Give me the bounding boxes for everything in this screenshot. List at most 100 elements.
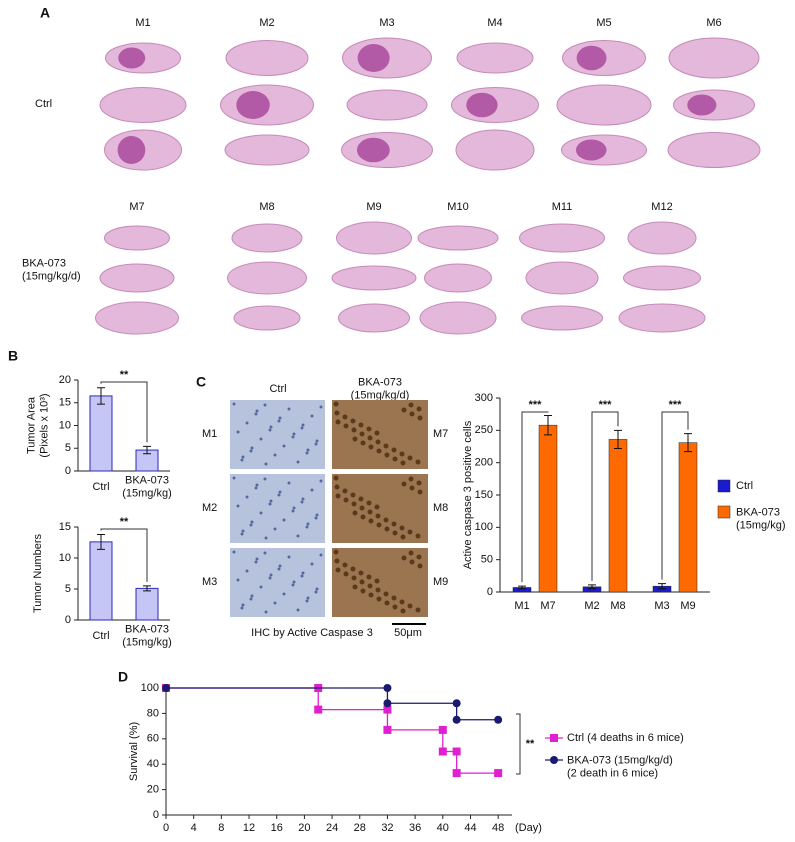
- mouse-label: M3: [379, 17, 394, 29]
- tumor: [687, 94, 717, 116]
- x-tick-label: M2: [584, 600, 599, 612]
- panel-label: B: [8, 348, 18, 364]
- significance: **: [120, 369, 129, 381]
- cell: [352, 584, 358, 590]
- cell: [315, 587, 319, 591]
- marker: [452, 715, 461, 724]
- cell: [359, 579, 365, 585]
- y-tick-label: 60: [147, 733, 159, 745]
- y-tick-label: 20: [59, 374, 71, 386]
- x-tick-label: 16: [271, 822, 283, 834]
- cell: [360, 588, 366, 594]
- x-tick-label: 12: [243, 822, 255, 834]
- significance-bracket: [661, 411, 689, 580]
- cell: [249, 449, 253, 453]
- tissue: [104, 225, 170, 251]
- x-tick-label: 24: [326, 822, 338, 834]
- x-tick-label: 8: [218, 822, 224, 834]
- cell: [415, 533, 421, 539]
- cell: [343, 423, 349, 429]
- cell: [241, 455, 245, 459]
- cell: [334, 410, 340, 416]
- cell: [342, 414, 348, 420]
- cell: [315, 513, 319, 517]
- cell: [335, 493, 341, 499]
- marker: [383, 725, 392, 734]
- cell: [391, 447, 397, 453]
- marker: [162, 684, 170, 692]
- error-bar: [614, 429, 622, 449]
- cell: [374, 430, 380, 436]
- cell: [269, 499, 273, 503]
- cell: [415, 459, 421, 465]
- cell: [301, 497, 305, 501]
- tissue: [338, 303, 410, 333]
- x-tick-label: BKA-073 (15mg/kg): [122, 475, 172, 500]
- panel-label: C: [196, 374, 206, 390]
- group-label: BKA-073 (15mg/kg/d): [22, 258, 81, 283]
- cell: [292, 506, 296, 510]
- cell: [407, 529, 413, 535]
- legend-swatch: [717, 479, 731, 493]
- cell: [384, 526, 390, 532]
- cell: [250, 594, 254, 598]
- cell: [236, 430, 240, 434]
- significance: **: [120, 516, 129, 528]
- cell: [273, 601, 277, 605]
- cell: [278, 490, 282, 494]
- cell: [408, 402, 414, 408]
- cell: [255, 409, 259, 413]
- bar: [89, 395, 113, 472]
- significance-bracket: [591, 411, 619, 581]
- cell: [300, 426, 304, 430]
- significance-bracket: [516, 713, 521, 775]
- cell: [245, 421, 249, 425]
- cell: [367, 583, 373, 589]
- tumor: [118, 47, 146, 69]
- cell: [376, 448, 382, 454]
- tissue: [419, 301, 497, 335]
- cell: [343, 497, 349, 503]
- tissue: [455, 129, 535, 171]
- cell: [254, 560, 258, 564]
- cell: [416, 480, 422, 486]
- mouse-label: M11: [552, 201, 573, 213]
- cell: [401, 407, 407, 413]
- tissue: [224, 134, 310, 166]
- x-tick-label: 0: [163, 822, 169, 834]
- tissue: [525, 261, 599, 295]
- cell: [417, 415, 423, 421]
- cell: [282, 592, 286, 596]
- tissue: [417, 225, 499, 251]
- tissue: [556, 84, 652, 126]
- legend-label: Ctrl: [736, 480, 753, 492]
- cell: [358, 496, 364, 502]
- cell: [241, 603, 245, 607]
- mouse-label: M1: [135, 17, 150, 29]
- x-tick-label: 40: [437, 822, 449, 834]
- cell: [366, 500, 372, 506]
- cell: [249, 523, 253, 527]
- cell: [351, 501, 357, 507]
- cell: [310, 414, 314, 418]
- cell: [399, 525, 405, 531]
- cell: [401, 481, 407, 487]
- cell: [273, 453, 277, 457]
- cell: [333, 549, 339, 555]
- bar: [538, 424, 558, 593]
- cell: [342, 488, 348, 494]
- y-tick-label: 40: [147, 758, 159, 770]
- cell: [245, 569, 249, 573]
- cell: [319, 479, 323, 483]
- cell: [384, 452, 390, 458]
- cell: [352, 510, 358, 516]
- legend-marker: [550, 734, 558, 742]
- cell: [374, 578, 380, 584]
- y-tick-label: 150: [475, 489, 493, 501]
- caption: IHC by Active Caspase 3: [251, 627, 373, 639]
- significance: ***: [599, 399, 613, 411]
- tumor: [117, 136, 146, 164]
- cell: [416, 406, 422, 412]
- cell: [269, 425, 273, 429]
